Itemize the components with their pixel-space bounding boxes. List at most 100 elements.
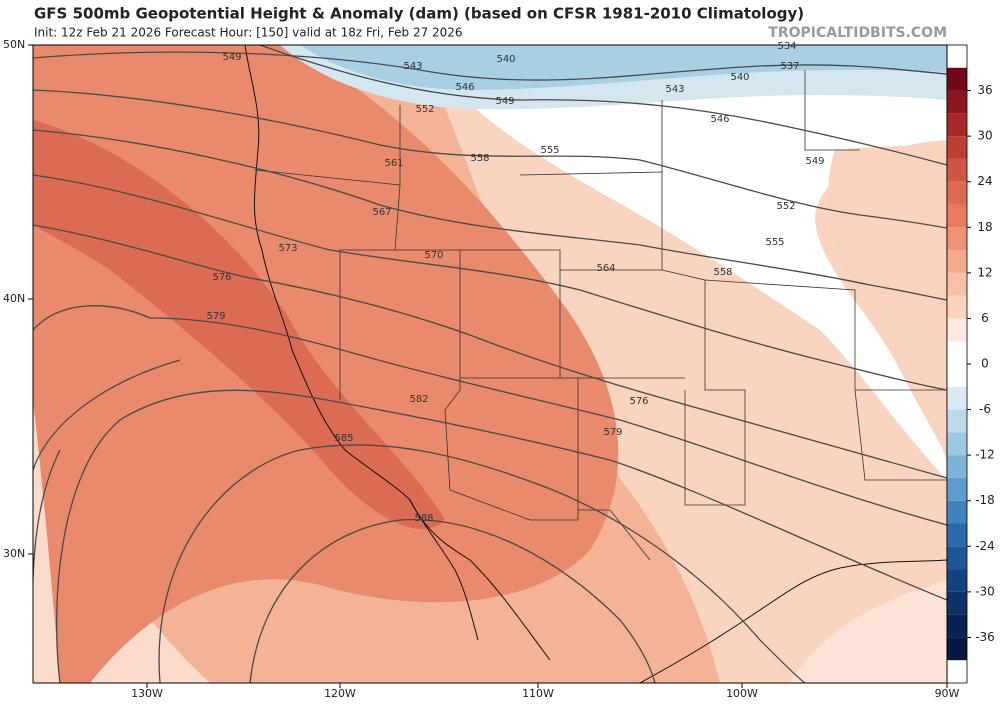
contour bbox=[33, 305, 947, 526]
contour-label: 558 bbox=[713, 267, 732, 278]
subtitle: Init: 12z Feb 21 2026 Forecast Hour: [15… bbox=[34, 26, 463, 40]
contour-label: 555 bbox=[540, 145, 559, 156]
colorbar-label: 36 bbox=[977, 83, 992, 97]
contour bbox=[33, 174, 947, 391]
colorbar-segment bbox=[947, 455, 967, 478]
colorbar-label: 12 bbox=[977, 265, 992, 279]
contour-label: 585 bbox=[334, 433, 353, 444]
colorbar-label: -6 bbox=[979, 402, 991, 416]
contour bbox=[33, 89, 947, 229]
longitude-label: 90W bbox=[935, 687, 960, 700]
contour-label: 576 bbox=[629, 396, 648, 407]
contour-labels: 549 543 546 540 534 537 540 543 549 552 546 555 558 5… bbox=[206, 41, 824, 524]
shade bbox=[790, 580, 947, 683]
contour bbox=[33, 224, 947, 479]
colorbar-segment bbox=[947, 569, 967, 592]
contour bbox=[249, 518, 656, 683]
colorbar-label: 18 bbox=[977, 220, 992, 234]
colorbar-segment bbox=[947, 432, 967, 456]
colorbar-segment bbox=[947, 272, 967, 296]
colorbar-segment bbox=[947, 341, 967, 364]
colorbar-label: 24 bbox=[977, 174, 992, 188]
longitude-label: 120W bbox=[324, 687, 356, 700]
colorbar-segment bbox=[947, 67, 967, 91]
colorbar-segment bbox=[947, 591, 967, 615]
contour-label: 552 bbox=[415, 104, 434, 115]
shade bbox=[828, 145, 947, 340]
contour-label: 543 bbox=[665, 84, 684, 95]
axes: 50N 40N 30N 130W 120W 110W 100W 90W bbox=[3, 38, 960, 700]
colorbar-segment bbox=[947, 409, 967, 433]
colorbar-segment bbox=[947, 318, 967, 342]
colorbar-segment bbox=[947, 204, 967, 228]
shade bbox=[33, 120, 445, 530]
colorbar-label: 6 bbox=[981, 311, 989, 325]
contour-label: 570 bbox=[424, 250, 443, 261]
colorbar-segment bbox=[947, 546, 967, 570]
colorbar-segment bbox=[947, 227, 967, 251]
colorbar-segment bbox=[947, 136, 967, 159]
colorbar-segment bbox=[947, 614, 967, 638]
contour-label: 576 bbox=[212, 272, 231, 283]
contour-label: 552 bbox=[776, 201, 795, 212]
contour-label: 588 bbox=[414, 513, 433, 524]
colorbar-label: -36 bbox=[975, 630, 995, 644]
colorbar-segment bbox=[947, 250, 967, 273]
colorbar-segment bbox=[947, 637, 967, 661]
longitude-label: 110W bbox=[522, 687, 554, 700]
longitude-label: 100W bbox=[726, 687, 758, 700]
contour bbox=[55, 389, 947, 683]
colorbar-label: 0 bbox=[981, 357, 989, 371]
colorbar-segment bbox=[947, 181, 967, 205]
contour-label: 549 bbox=[222, 52, 241, 63]
colorbar-label: -12 bbox=[975, 448, 995, 462]
contour bbox=[33, 449, 61, 581]
contour bbox=[33, 51, 947, 81]
contour-label: 549 bbox=[805, 156, 824, 167]
colorbar-segment bbox=[947, 386, 967, 410]
contour-label: 540 bbox=[730, 72, 749, 83]
contour-label: 579 bbox=[603, 427, 622, 438]
contour-label: 573 bbox=[278, 243, 297, 254]
contour bbox=[33, 129, 947, 301]
colorbar-label: -18 bbox=[975, 493, 995, 507]
contour-label: 537 bbox=[780, 61, 799, 72]
colorbar-label: -24 bbox=[975, 539, 995, 553]
shade bbox=[300, 45, 947, 90]
colorbar-label: -30 bbox=[975, 584, 995, 598]
contour bbox=[158, 444, 806, 683]
contour-label: 546 bbox=[455, 82, 474, 93]
colorbar-segment bbox=[947, 295, 967, 319]
colorbar-segment bbox=[947, 113, 967, 137]
longitude-label: 130W bbox=[131, 687, 163, 700]
title: GFS 500mb Geopotential Height & Anomaly … bbox=[34, 5, 804, 23]
contour-label: 543 bbox=[403, 61, 422, 72]
contour-label: 561 bbox=[384, 158, 403, 169]
colorbar-segment bbox=[947, 90, 967, 114]
contour-label: 558 bbox=[470, 153, 489, 164]
contour-label: 534 bbox=[777, 41, 796, 52]
colorbar-segment bbox=[947, 500, 967, 524]
site-name: TROPICALTIDBITS.COM bbox=[768, 25, 947, 41]
coastline bbox=[244, 45, 479, 641]
contour-label: 546 bbox=[710, 114, 729, 125]
contour-label: 582 bbox=[409, 394, 428, 405]
contour-label: 564 bbox=[596, 263, 615, 274]
shade bbox=[440, 95, 947, 683]
contour-label: 555 bbox=[765, 237, 784, 248]
shade bbox=[460, 95, 947, 480]
map bbox=[33, 45, 947, 683]
latitude-label: 30N bbox=[3, 547, 25, 560]
colorbar-segment bbox=[947, 158, 967, 182]
contour bbox=[259, 45, 947, 166]
coastline bbox=[639, 559, 947, 683]
colorbar-segment bbox=[947, 523, 967, 547]
coastline bbox=[409, 499, 551, 661]
colorbar: 36 30 24 18 12 6 0 -6 -12 -18 -24 -30 -36 bbox=[946, 44, 995, 684]
colorbar-segment bbox=[947, 364, 967, 387]
contour bbox=[33, 359, 181, 471]
latitude-label: 40N bbox=[3, 292, 25, 305]
contour-label: 567 bbox=[372, 207, 391, 218]
contour-label: 549 bbox=[495, 96, 514, 107]
